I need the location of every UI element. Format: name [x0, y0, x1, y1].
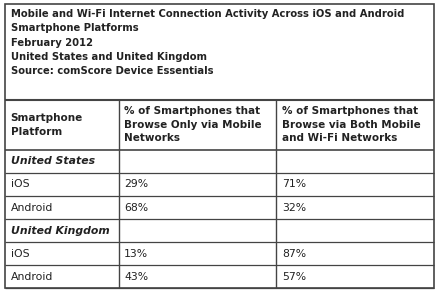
Text: % of Smartphones that
Browse via Both Mobile
and Wi-Fi Networks: % of Smartphones that Browse via Both Mo… — [281, 106, 420, 143]
Text: Android: Android — [11, 272, 53, 282]
Text: iOS: iOS — [11, 179, 29, 190]
Text: 57%: 57% — [281, 272, 305, 282]
Text: iOS: iOS — [11, 249, 29, 259]
Text: 43%: 43% — [124, 272, 148, 282]
Text: 71%: 71% — [281, 179, 305, 190]
Text: Mobile and Wi-Fi Internet Connection Activity Across iOS and Android
Smartphone : Mobile and Wi-Fi Internet Connection Act… — [11, 9, 403, 77]
Text: % of Smartphones that
Browse Only via Mobile
Networks: % of Smartphones that Browse Only via Mo… — [124, 106, 261, 143]
Text: 13%: 13% — [124, 249, 148, 259]
Text: Smartphone
Platform: Smartphone Platform — [11, 113, 83, 137]
Text: United States: United States — [11, 156, 95, 166]
Text: 32%: 32% — [281, 203, 305, 213]
Text: United Kingdom: United Kingdom — [11, 226, 109, 236]
Text: 29%: 29% — [124, 179, 148, 190]
Text: 87%: 87% — [281, 249, 305, 259]
Text: 68%: 68% — [124, 203, 148, 213]
Text: Android: Android — [11, 203, 53, 213]
